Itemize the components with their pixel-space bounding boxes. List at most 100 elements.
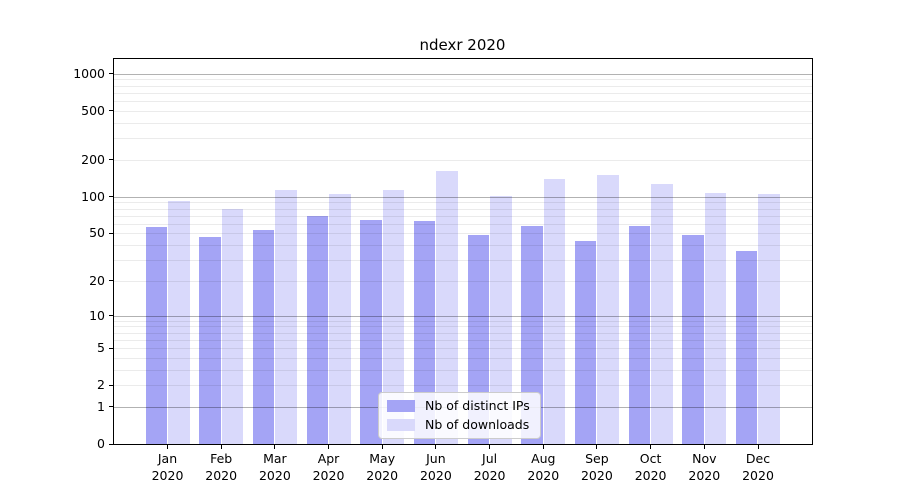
gridline-major bbox=[114, 73, 812, 75]
bar-downloads-mar bbox=[275, 190, 297, 444]
bar-downloads-may bbox=[382, 190, 405, 444]
x-tick-label: May 2020 bbox=[366, 451, 399, 483]
bar-distinct-ips-aug bbox=[521, 226, 543, 444]
y-tick bbox=[109, 347, 113, 349]
bar-distinct-ips-oct bbox=[628, 226, 651, 444]
y-tick-label: 100 bbox=[81, 188, 105, 204]
gridline-minor bbox=[114, 79, 812, 81]
y-tick-label: 5 bbox=[97, 340, 105, 355]
bar-distinct-ips-feb bbox=[199, 236, 221, 444]
gridline-minor bbox=[114, 280, 812, 282]
y-tick bbox=[109, 406, 113, 408]
y-tick-label: 20 bbox=[89, 272, 105, 288]
bar-distinct-ips-nov bbox=[682, 235, 704, 444]
gridline-minor bbox=[114, 138, 812, 140]
bar-distinct-ips-sep bbox=[574, 241, 597, 444]
x-tick bbox=[435, 445, 437, 449]
bar-distinct-ips-mar bbox=[252, 230, 275, 444]
bar-distinct-ips-jul bbox=[467, 235, 490, 444]
bar-distinct-ips-dec bbox=[735, 250, 758, 444]
x-tick bbox=[381, 445, 383, 449]
gridline-minor bbox=[114, 223, 812, 225]
bar-downloads-nov bbox=[704, 192, 727, 444]
x-tick bbox=[703, 445, 705, 449]
x-tick-label: Jan 2020 bbox=[151, 451, 184, 483]
x-tick-label: Oct 2020 bbox=[634, 451, 667, 483]
y-tick-label: 200 bbox=[81, 151, 105, 167]
y-tick-label: 500 bbox=[81, 102, 105, 118]
legend-swatch-downloads bbox=[387, 418, 415, 431]
x-tick-label: Sep 2020 bbox=[580, 451, 613, 483]
chart-title: ndexr 2020 bbox=[419, 36, 506, 54]
gridline-minor bbox=[114, 92, 812, 94]
bar-downloads-aug bbox=[543, 179, 566, 444]
bar-downloads-jun bbox=[436, 171, 458, 444]
y-tick bbox=[109, 196, 113, 198]
gridline-major bbox=[114, 315, 812, 317]
legend-label-distinct-ips: Nb of distinct IPs bbox=[425, 398, 530, 413]
gridline-minor bbox=[114, 326, 812, 328]
x-tick bbox=[489, 445, 491, 449]
plot-area: Nb of distinct IPs Nb of downloads bbox=[113, 58, 813, 445]
gridline-minor bbox=[114, 110, 812, 112]
gridline-minor bbox=[114, 339, 812, 341]
legend: Nb of distinct IPs Nb of downloads bbox=[378, 392, 541, 439]
gridlines-layer bbox=[114, 59, 812, 444]
bar-downloads-apr bbox=[329, 193, 351, 444]
x-tick-label: Feb 2020 bbox=[205, 451, 238, 483]
gridline-minor bbox=[114, 348, 812, 349]
gridline-minor bbox=[114, 357, 812, 359]
gridline-minor bbox=[114, 245, 812, 246]
gridline-minor bbox=[114, 85, 812, 87]
gridline-minor bbox=[114, 215, 812, 217]
gridline-minor bbox=[114, 233, 812, 235]
legend-label-downloads: Nb of downloads bbox=[425, 417, 530, 432]
y-tick bbox=[109, 110, 113, 112]
gridline-minor bbox=[114, 202, 812, 204]
x-tick bbox=[167, 445, 168, 449]
x-tick bbox=[220, 445, 222, 449]
bar-distinct-ips-may bbox=[360, 220, 382, 444]
x-tick bbox=[757, 445, 759, 449]
legend-row-downloads: Nb of downloads bbox=[387, 417, 530, 432]
y-tick bbox=[109, 280, 113, 282]
y-tick-label: 1 bbox=[97, 398, 105, 414]
y-tick bbox=[109, 159, 113, 161]
x-tick bbox=[542, 445, 544, 449]
gridline-minor bbox=[114, 122, 812, 124]
legend-row-distinct-ips: Nb of distinct IPs bbox=[387, 398, 530, 413]
bar-distinct-ips-jun bbox=[413, 221, 436, 444]
y-tick bbox=[109, 73, 113, 75]
y-tick bbox=[109, 443, 113, 445]
y-tick-label: 0 bbox=[97, 436, 105, 451]
bar-downloads-jul bbox=[490, 195, 512, 444]
bar-distinct-ips-apr bbox=[306, 215, 329, 444]
x-tick-label: Jun 2020 bbox=[419, 451, 452, 483]
y-tick bbox=[109, 232, 113, 234]
x-tick-label: Dec 2020 bbox=[742, 451, 774, 483]
y-tick bbox=[109, 384, 113, 386]
gridline-minor bbox=[114, 208, 812, 210]
bar-distinct-ips-jan bbox=[145, 227, 167, 444]
gridline-minor bbox=[114, 369, 812, 371]
x-tick bbox=[328, 445, 329, 449]
gridline-major bbox=[114, 196, 812, 198]
x-tick bbox=[596, 445, 598, 449]
x-tick-label: Jul 2020 bbox=[473, 451, 506, 483]
gridline-minor bbox=[114, 385, 812, 387]
y-tick-label: 50 bbox=[89, 225, 105, 241]
bars-layer bbox=[114, 59, 812, 444]
bar-downloads-sep bbox=[597, 175, 619, 444]
x-tick-label: Mar 2020 bbox=[258, 451, 291, 483]
gridline-minor bbox=[114, 101, 812, 103]
bar-downloads-feb bbox=[221, 209, 244, 444]
bar-downloads-oct bbox=[651, 184, 673, 444]
y-tick bbox=[109, 315, 113, 316]
gridline-minor bbox=[114, 159, 812, 161]
x-tick-label: Apr 2020 bbox=[312, 451, 345, 483]
bar-downloads-jan bbox=[168, 201, 190, 444]
gridline-minor bbox=[114, 260, 812, 261]
x-tick-label: Aug 2020 bbox=[527, 451, 560, 483]
x-tick bbox=[650, 445, 652, 449]
